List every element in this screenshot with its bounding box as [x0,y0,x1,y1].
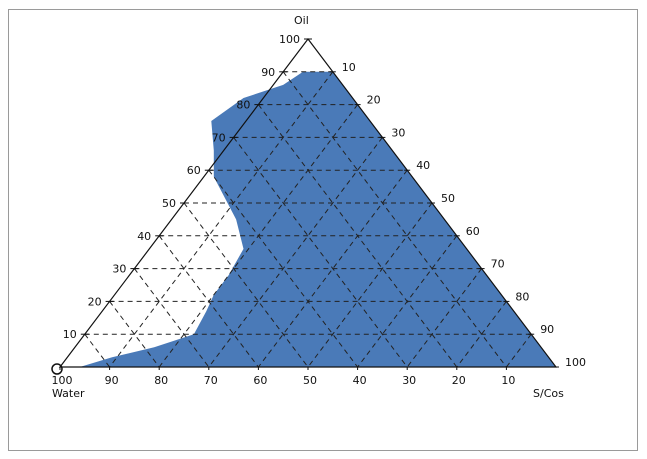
bottom-tick-label: 90 [105,374,119,387]
grid-line-water-30 [233,137,408,368]
left-tick-label: 30 [112,263,126,276]
grid-line-scos-70 [406,268,482,368]
left-tick-label: 50 [162,197,176,210]
left-tick-label: 80 [236,99,250,112]
left-tick-label: 100 [279,33,300,46]
grid-line-water-90 [84,333,110,368]
bottom-tick-label: 100 [52,374,73,387]
bottom-tick-label: 70 [204,374,218,387]
grid-line-scos-30 [208,137,383,368]
bottom-tick-label: 20 [452,374,466,387]
grid-line-scos-10 [109,71,334,368]
right-tick-label: 70 [491,258,505,271]
grid-line-water-10 [282,71,507,368]
left-tick-label: 60 [187,164,201,177]
bottom-tick-label: 50 [303,374,317,387]
right-tick-label: 60 [466,225,480,238]
grid-line-scos-80 [456,301,507,368]
grid-line-water-50 [183,202,309,368]
vertex-label-scos: S/Cos [533,387,564,400]
single-phase-region [79,71,557,368]
grid-line-water-70 [134,268,210,368]
bottom-tick-label: 80 [154,374,168,387]
water-vertex-marker [51,363,63,375]
right-tick-label: 40 [416,159,430,172]
bottom-tick-label: 40 [353,374,367,387]
vertex-label-water: Water [52,387,85,400]
grid-line-water-80 [109,301,160,368]
right-tick-label: 100 [565,356,586,369]
left-tick-label: 90 [261,66,275,79]
right-tick-label: 90 [540,323,554,336]
right-tick-label: 50 [441,192,455,205]
bottom-tick-label: 60 [253,374,267,387]
left-tick-label: 20 [88,295,102,308]
bottom-tick-label: 30 [402,374,416,387]
left-tick-label: 70 [212,131,226,144]
left-tick-label: 40 [137,230,151,243]
grid-line-scos-60 [357,235,458,368]
right-tick-label: 10 [342,61,356,74]
vertex-label-oil: Oil [294,14,309,27]
grid-line-scos-50 [307,202,433,368]
bottom-tick-label: 10 [501,374,515,387]
right-tick-label: 20 [367,94,381,107]
grid-line-water-60 [158,235,259,368]
right-tick-label: 80 [515,290,529,303]
right-tick-label: 30 [391,126,405,139]
left-tick-label: 10 [63,328,77,341]
grid-line-scos-90 [506,333,532,368]
